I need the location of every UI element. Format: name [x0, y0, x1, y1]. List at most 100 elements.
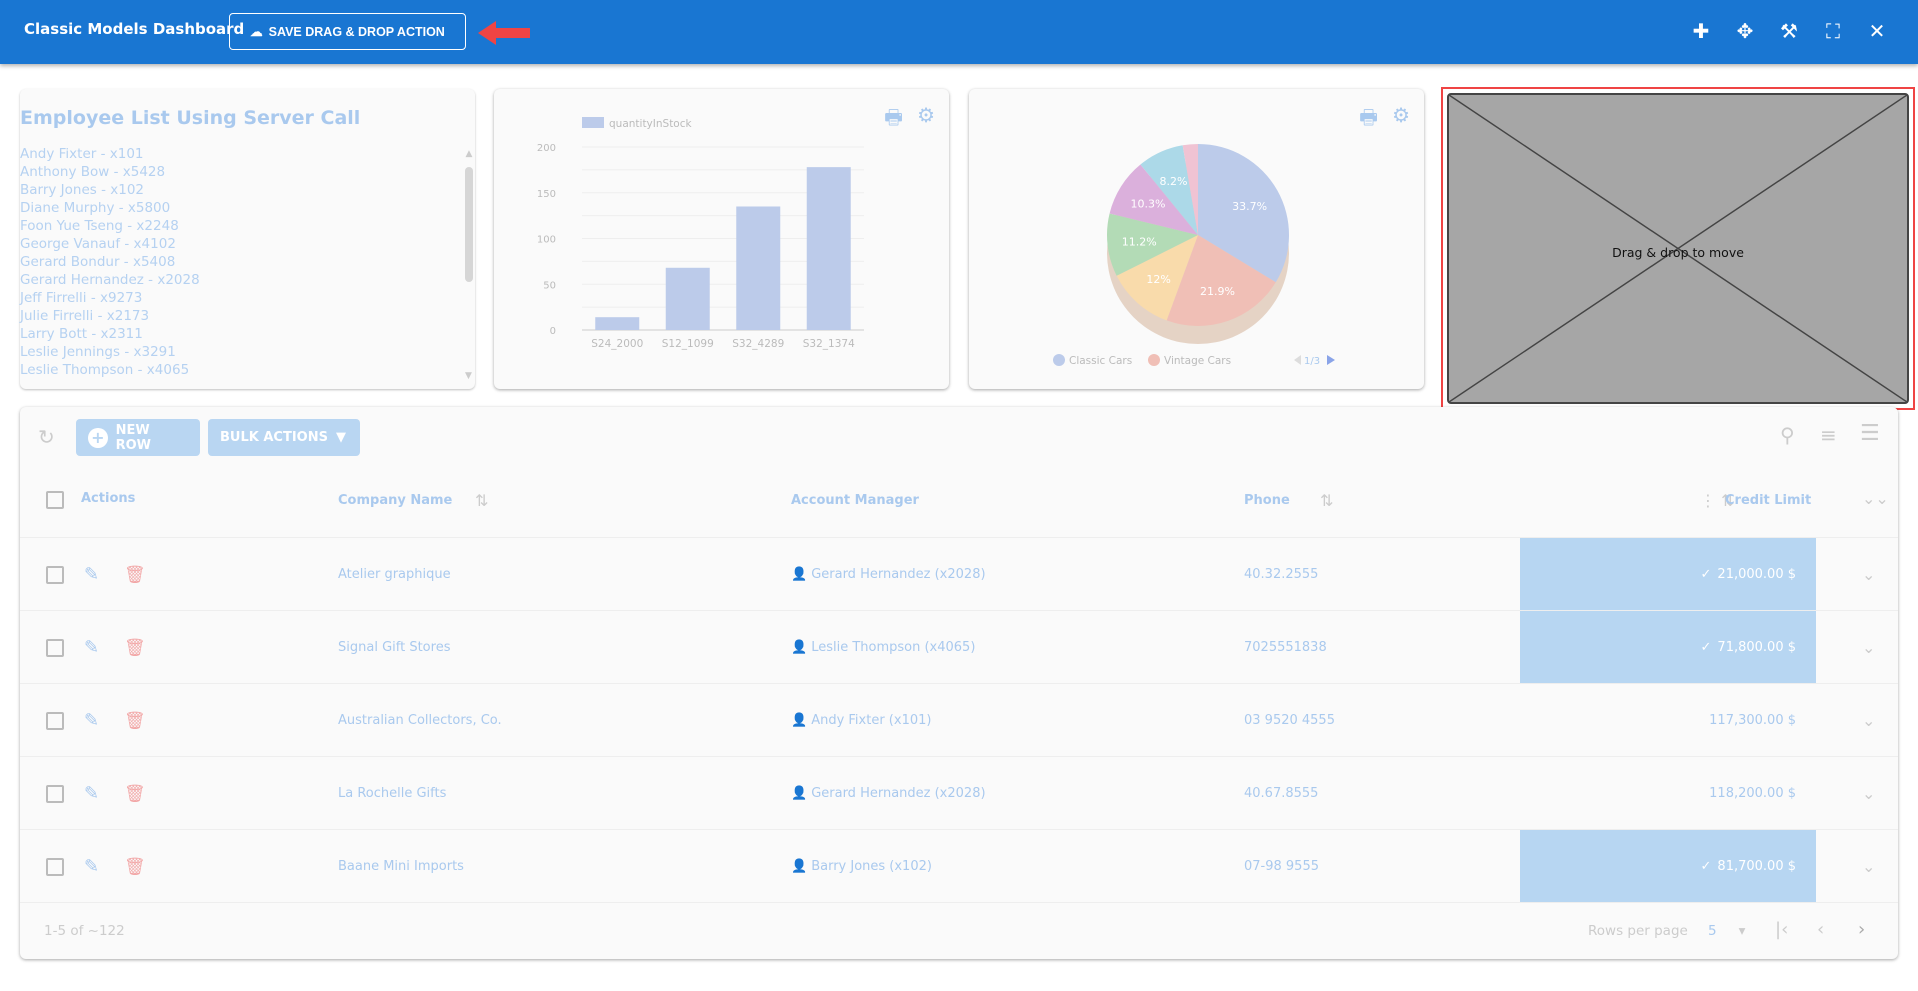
expand-row-icon[interactable]: ⌄: [1862, 857, 1876, 876]
legend-label[interactable]: Classic Cars: [1069, 355, 1132, 367]
legend-label[interactable]: Vintage Cars: [1164, 355, 1231, 367]
delete-icon[interactable]: 🗑: [124, 856, 146, 877]
pie-slice[interactable]: [1109, 164, 1198, 235]
employee-item[interactable]: Anthony Bow - x5428: [20, 164, 166, 180]
pie-slice[interactable]: [1107, 213, 1198, 276]
delete-icon[interactable]: 🗑: [124, 637, 146, 658]
edit-icon[interactable]: ✎: [84, 710, 100, 731]
delete-icon[interactable]: 🗑: [124, 783, 146, 804]
pie-slice[interactable]: [1182, 144, 1198, 235]
gear-icon[interactable]: ⚙: [917, 103, 935, 127]
prev-page-icon[interactable]: ‹: [1817, 919, 1825, 940]
col-account-manager[interactable]: Account Manager: [791, 493, 919, 508]
rows-per-page-select[interactable]: 5 ▾: [1708, 923, 1746, 939]
row-checkbox[interactable]: [46, 711, 64, 730]
slice-label: 12%: [1146, 273, 1170, 286]
edit-icon[interactable]: ✎: [84, 564, 100, 585]
employee-item[interactable]: Andy Fixter - x101: [20, 146, 144, 162]
delete-icon[interactable]: 🗑: [124, 710, 146, 731]
save-drag-drop-button[interactable]: ☁ SAVE DRAG & DROP ACTION: [229, 13, 466, 50]
employee-item[interactable]: Julie Firrelli - x2173: [20, 308, 150, 324]
move-icon[interactable]: ✥: [1736, 19, 1754, 43]
expand-row-icon[interactable]: ⌄: [1862, 711, 1876, 730]
legend-swatch: [1053, 354, 1065, 366]
sort-icon[interactable]: ⇅: [475, 491, 489, 510]
row-checkbox[interactable]: [46, 638, 64, 657]
next-page-icon[interactable]: ›: [1858, 919, 1866, 940]
pie-slice[interactable]: [1166, 235, 1276, 326]
row-checkbox[interactable]: [46, 565, 64, 584]
expand-all-icon[interactable]: ⌄⌄: [1862, 489, 1889, 508]
credit-limit: ✓ 71,800.00 $: [1700, 640, 1796, 655]
legend-swatch: [582, 117, 604, 128]
company-name: Baane Mini Imports: [338, 859, 464, 874]
employee-item[interactable]: Foon Yue Tseng - x2248: [20, 218, 179, 234]
tools-icon[interactable]: ⚒: [1780, 19, 1798, 43]
employee-item[interactable]: Gerard Hernandez - x2028: [20, 272, 200, 288]
delete-icon[interactable]: 🗑: [124, 564, 146, 585]
employee-item[interactable]: George Vanauf - x4102: [20, 236, 176, 252]
print-icon[interactable]: 🖶: [1359, 105, 1379, 129]
new-row-button[interactable]: + NEW ROW: [76, 419, 200, 456]
pie-slice[interactable]: [1198, 144, 1289, 283]
slice-label: 10.3%: [1130, 197, 1165, 210]
employee-item[interactable]: Diane Murphy - x5800: [20, 200, 171, 216]
account-manager[interactable]: 👤 Barry Jones (x102): [791, 859, 932, 874]
first-page-icon[interactable]: |‹: [1775, 919, 1789, 940]
employee-item[interactable]: Leslie Thompson - x4065: [20, 362, 190, 378]
close-icon[interactable]: ✕: [1868, 19, 1886, 43]
account-manager[interactable]: 👤 Andy Fixter (x101): [791, 713, 932, 728]
check-icon: ✓: [1700, 859, 1712, 874]
row-checkbox[interactable]: [46, 857, 64, 876]
filter-icon[interactable]: ≡: [1820, 423, 1837, 447]
refresh-icon[interactable]: ↻: [38, 425, 55, 449]
puzzle-icon[interactable]: ✚: [1692, 19, 1710, 43]
person-icon: 👤: [791, 713, 808, 728]
check-icon: ✓: [1700, 640, 1712, 655]
legend-prev-icon[interactable]: [1294, 355, 1301, 365]
search-icon[interactable]: ⚲: [1780, 423, 1795, 447]
credit-highlight: [1520, 830, 1816, 903]
columns-menu-icon[interactable]: ☰: [1860, 421, 1880, 446]
employee-item[interactable]: Jeff Firrelli - x9273: [20, 290, 143, 306]
expand-row-icon[interactable]: ⌄: [1862, 638, 1876, 657]
employee-item[interactable]: Barry Jones - x102: [20, 182, 145, 198]
account-manager[interactable]: 👤 Leslie Thompson (x4065): [791, 640, 976, 655]
fullscreen-icon[interactable]: ⛶: [1826, 19, 1840, 43]
sort-icon[interactable]: ⋮ ⇅: [1700, 491, 1735, 510]
employee-item[interactable]: Gerard Bondur - x5408: [20, 254, 176, 270]
bar[interactable]: [595, 317, 640, 330]
bar[interactable]: [806, 167, 851, 330]
col-phone[interactable]: Phone: [1244, 493, 1290, 508]
employee-item[interactable]: Leslie Jennings - x3291: [20, 344, 176, 360]
col-credit-limit[interactable]: Credit Limit: [1725, 493, 1812, 508]
y-tick-label: 150: [537, 189, 556, 200]
account-manager[interactable]: 👤 Gerard Hernandez (x2028): [791, 567, 986, 582]
expand-row-icon[interactable]: ⌄: [1862, 565, 1876, 584]
pie-slice[interactable]: [1140, 145, 1198, 235]
scrollbar[interactable]: ▲ ▼: [465, 149, 473, 381]
expand-row-icon[interactable]: ⌄: [1862, 784, 1876, 803]
legend-page: 1/3: [1304, 356, 1320, 367]
legend-next-icon[interactable]: [1327, 355, 1335, 365]
account-manager[interactable]: 👤 Gerard Hernandez (x2028): [791, 786, 986, 801]
x-tick-label: S32_1374: [803, 338, 855, 350]
sort-icon[interactable]: ⇅: [1320, 491, 1334, 510]
edit-icon[interactable]: ✎: [84, 637, 100, 658]
bulk-actions-button[interactable]: BULK ACTIONS ▼: [208, 419, 360, 456]
drag-drop-placeholder[interactable]: Drag & drop to move: [1441, 87, 1915, 410]
bar[interactable]: [665, 267, 710, 330]
gear-icon[interactable]: ⚙: [1392, 103, 1410, 127]
pie-slice[interactable]: [1116, 235, 1198, 321]
employee-item[interactable]: Larry Bott - x2311: [20, 326, 143, 342]
bar[interactable]: [736, 206, 781, 330]
select-all-checkbox[interactable]: [46, 491, 64, 509]
table-footer: 1-5 of ~122 Rows per page 5 ▾ |‹ ‹ ›: [20, 902, 1898, 959]
col-company-name[interactable]: Company Name: [338, 493, 453, 508]
edit-icon[interactable]: ✎: [84, 856, 100, 877]
employee-list[interactable]: Andy Fixter - x101 Anthony Bow - x5428 Bar…: [20, 145, 200, 379]
edit-icon[interactable]: ✎: [84, 783, 100, 804]
print-icon[interactable]: 🖶: [884, 105, 904, 129]
row-checkbox[interactable]: [46, 784, 64, 803]
legend-label[interactable]: quantityInStock: [609, 118, 693, 130]
